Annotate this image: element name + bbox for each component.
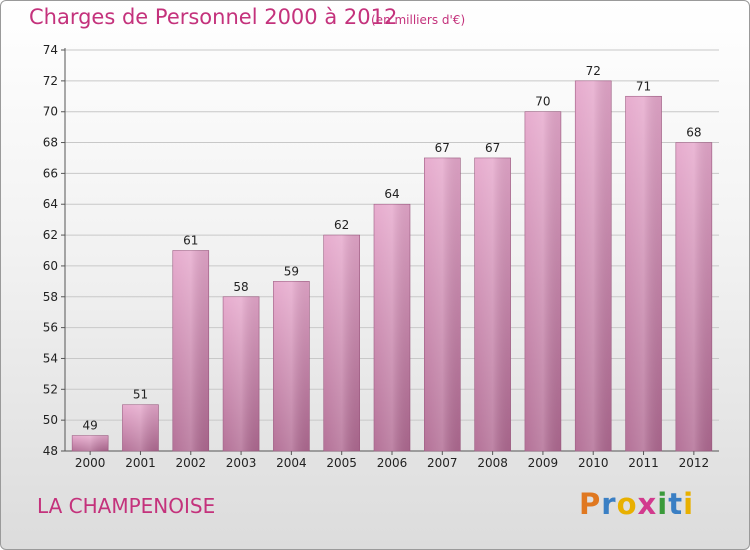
bar-shine (575, 80, 612, 451)
y-tick-label: 56 (43, 321, 58, 335)
logo-letter: P (579, 487, 602, 521)
y-tick-label: 54 (43, 351, 58, 365)
bar-shine (625, 96, 662, 452)
x-tick-label: 2000 (75, 456, 106, 470)
bar-value-label: 49 (83, 419, 98, 433)
x-tick-label: 2009 (528, 456, 559, 470)
y-tick-label: 52 (43, 382, 58, 396)
bar-value-label: 72 (586, 64, 601, 78)
logo-letter: i (657, 487, 669, 521)
logo-letter: o (616, 487, 638, 521)
x-tick-label: 2011 (628, 456, 659, 470)
commune-name: LA CHAMPENOISE (37, 494, 216, 518)
bar-value-label: 70 (535, 95, 550, 109)
bar-shine (424, 157, 461, 451)
x-tick-label: 2003 (226, 456, 257, 470)
bar-shine (675, 142, 712, 452)
bar-shine (72, 435, 109, 451)
bar-value-label: 58 (233, 280, 248, 294)
proxiti-logo: Proxiti (579, 487, 694, 521)
chart-title: Charges de Personnel 2000 à 2012 (29, 5, 398, 29)
bar-shine (172, 250, 209, 451)
y-tick-label: 48 (43, 444, 58, 458)
labels: 49 2000 51 2001 61 2002 58 2003 59 2004 62 2005 64 20… (75, 64, 709, 470)
x-tick-label: 2008 (477, 456, 508, 470)
bar-shine (223, 296, 260, 451)
chart-subtitle: (en milliers d'€) (371, 13, 466, 27)
bar-shine (474, 157, 511, 451)
bar-value-label: 64 (384, 187, 399, 201)
x-tick-label: 2007 (427, 456, 458, 470)
y-tick-label: 66 (43, 166, 58, 180)
x-tick-label: 2005 (326, 456, 357, 470)
logo-letter: x (637, 487, 658, 521)
bars (71, 80, 713, 452)
y-tick-label: 72 (43, 74, 58, 88)
bar-value-label: 71 (636, 79, 651, 93)
bar-value-label: 67 (485, 141, 500, 155)
bar-value-label: 68 (686, 126, 701, 140)
y-tick-label: 64 (43, 197, 58, 211)
bar-value-label: 51 (133, 388, 148, 402)
bar-shine (524, 111, 561, 451)
x-tick-label: 2004 (276, 456, 307, 470)
y-tick-label: 70 (43, 105, 58, 119)
y-tick-label: 60 (43, 259, 58, 273)
y-tick-label: 74 (43, 43, 58, 57)
x-tick-label: 2001 (125, 456, 156, 470)
bar-value-label: 59 (284, 264, 299, 278)
bar-value-label: 67 (435, 141, 450, 155)
logo-letter: i (683, 487, 695, 521)
x-tick-label: 2010 (578, 456, 609, 470)
bar-shine (323, 235, 360, 451)
bar-value-label: 61 (183, 234, 198, 248)
y-tick-label: 62 (43, 228, 58, 242)
bar-shine (273, 281, 310, 451)
x-tick-label: 2002 (175, 456, 206, 470)
x-tick-label: 2006 (377, 456, 408, 470)
logo-letter: r (601, 487, 617, 521)
y-tick-label: 58 (43, 290, 58, 304)
bar-shine (374, 204, 410, 451)
bar-value-label: 62 (334, 218, 349, 232)
y-tick-label: 50 (43, 413, 58, 427)
bar-shine (122, 404, 159, 451)
y-tick-label: 68 (43, 136, 58, 150)
x-tick-label: 2012 (679, 456, 710, 470)
logo-letter: t (668, 487, 684, 521)
